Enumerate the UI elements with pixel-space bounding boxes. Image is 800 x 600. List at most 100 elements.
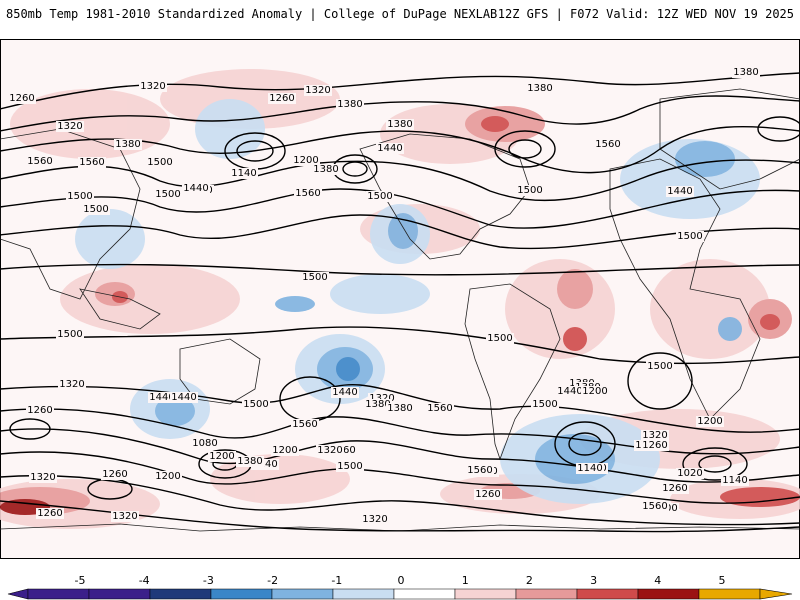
legend-color-bin (210, 588, 273, 600)
contour-label-bg (336, 99, 364, 110)
contour-label-bg (474, 489, 502, 500)
contour-label: 1440 (332, 387, 357, 398)
contour-label: 1500 (57, 329, 82, 340)
contour-label-bg (230, 168, 258, 179)
legend-color-bin (515, 588, 578, 600)
contour-label: 1500 (337, 461, 362, 472)
legend-ticks: -5 -4 -3 -2 -1 0 1 2 3 4 5 (75, 574, 726, 587)
legend-color-bin (698, 588, 761, 600)
legend-color-bin (332, 588, 395, 600)
contour-label: 1140 (722, 475, 747, 486)
contour-label-bg (291, 419, 319, 430)
contour-label-bg (56, 121, 84, 132)
contour-label: 1440 (183, 183, 208, 194)
legend-tick-label: 1 (462, 574, 469, 587)
contour-label: 1560 (295, 188, 320, 199)
contour-label: 1560 (427, 403, 452, 414)
legend-color-bin (637, 588, 700, 600)
contour-label: 1380 (365, 399, 390, 410)
contour-label-bg (556, 386, 584, 397)
contour-label: 1260 (9, 93, 34, 104)
legend-tick-label: -4 (139, 574, 150, 587)
contour-label-bg (154, 189, 182, 200)
contour-label-bg (426, 403, 454, 414)
legend-colors (7, 588, 793, 600)
contour-label: 1140 (252, 459, 277, 470)
contour-label: 1320 (369, 393, 394, 404)
legend-tick-label: -2 (267, 574, 278, 587)
contour-label: 1380 (237, 456, 262, 467)
legend-tick-label: -1 (331, 574, 342, 587)
contour-label-bg (251, 459, 279, 470)
contour-label-bg (661, 483, 689, 494)
legend-tick-label: -3 (203, 574, 214, 587)
contour-label-bg (236, 456, 264, 467)
contour-label: 1500 (147, 157, 172, 168)
legend-tick-label: 4 (654, 574, 661, 587)
contour-label: 1500 (647, 361, 672, 372)
contour-label-bg (82, 204, 110, 215)
contour-label-bg (242, 399, 270, 410)
contour-label: 1260 (475, 489, 500, 500)
contour-label: 1080 (192, 438, 217, 449)
contour-label-bg (331, 387, 359, 398)
legend-color-bin (149, 588, 212, 600)
contour-label-bg (364, 399, 392, 410)
legend-color-bin (454, 588, 517, 600)
contour-label: 1320 (140, 81, 165, 92)
contour-label-bg (361, 514, 389, 525)
legend-max-arrow (759, 588, 793, 600)
contour-label-bg (8, 93, 36, 104)
contour-label: 1500 (367, 191, 392, 202)
contour-label-bg (139, 81, 167, 92)
contour-label-bg (101, 469, 129, 480)
contour-label: 1320 (362, 514, 387, 525)
contour-label: 1440 (557, 386, 582, 397)
contour-label-bg (376, 143, 404, 154)
contour-label: 1560 (79, 157, 104, 168)
contour-label: 1200 (697, 416, 722, 427)
contour-label: 1560 (467, 465, 492, 476)
coastlines (0, 88, 800, 532)
contour-label-bg (316, 445, 344, 456)
contour-label: 1260 (642, 440, 667, 451)
contour-label-bg (312, 164, 340, 175)
contour-label-bg (66, 191, 94, 202)
contour-label-bg (146, 157, 174, 168)
contour-label-bg (29, 472, 57, 483)
contour-label-bg (466, 465, 494, 476)
legend-tick-label: -5 (75, 574, 86, 587)
contour-label: 1500 (487, 333, 512, 344)
contour-label: 1320 (59, 379, 84, 390)
contour-label-bg (26, 405, 54, 416)
legend-min-arrow (7, 588, 29, 600)
contour-label: 1380 (387, 119, 412, 130)
legend-color-bin (393, 588, 456, 600)
contour-label-bg (526, 83, 554, 94)
contour-label-bg (531, 399, 559, 410)
contour-label-bg (641, 440, 669, 451)
contour-label-bg (732, 67, 760, 78)
contour-label-bg (666, 186, 694, 197)
contour-label: 1560 (27, 156, 52, 167)
contour-label: 1560 (292, 419, 317, 430)
contour-label: 1200 (272, 445, 297, 456)
contour-label: 1380 (733, 67, 758, 78)
legend-color-bin (271, 588, 334, 600)
contour-label-bg (641, 501, 669, 512)
contour-label: 1140 (231, 168, 256, 179)
cold-anomaly-shading (75, 99, 760, 504)
contour-label: 1440 (149, 392, 174, 403)
contour-label: 1560 (642, 501, 667, 512)
contour-label: 1020 (677, 468, 702, 479)
contour-label-bg (154, 471, 182, 482)
contour-label-bg (646, 361, 674, 372)
contour-label: 1380 (313, 164, 338, 175)
legend-tick-label: 2 (526, 574, 533, 587)
legend-tick-label: 0 (398, 574, 405, 587)
contour-label: 1200 (582, 386, 607, 397)
contour-label-bg (581, 386, 609, 397)
map-title: 850mb Temp 1981-2010 Standardized Anomal… (6, 7, 498, 21)
